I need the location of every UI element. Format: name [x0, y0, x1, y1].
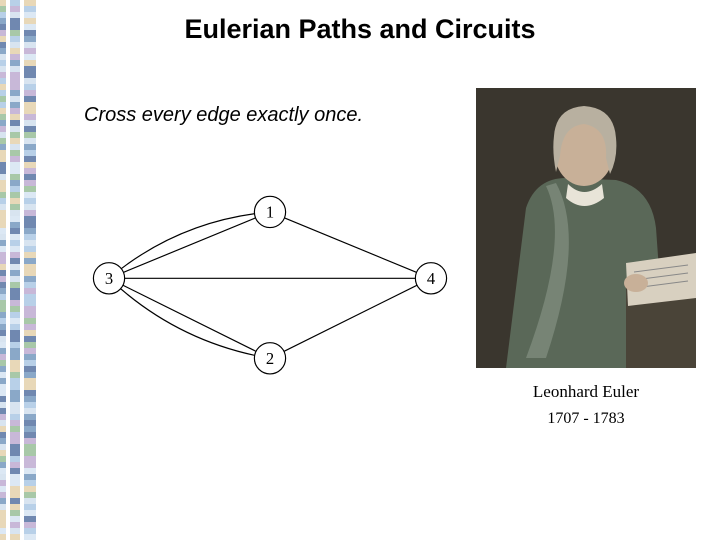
svg-text:4: 4: [427, 269, 436, 288]
graph-diagram: 1 2 3 4: [70, 180, 470, 400]
portrait-caption-dates: 1707 - 1783: [476, 410, 696, 428]
subtitle-text: Cross every edge exactly once.: [84, 104, 363, 127]
svg-text:1: 1: [266, 202, 274, 221]
decorative-strip: [0, 0, 36, 540]
euler-portrait: [476, 88, 696, 368]
svg-text:2: 2: [266, 349, 274, 368]
page-title: Eulerian Paths and Circuits: [0, 14, 720, 45]
svg-text:3: 3: [105, 269, 113, 288]
portrait-caption-name: Leonhard Euler: [476, 382, 696, 402]
